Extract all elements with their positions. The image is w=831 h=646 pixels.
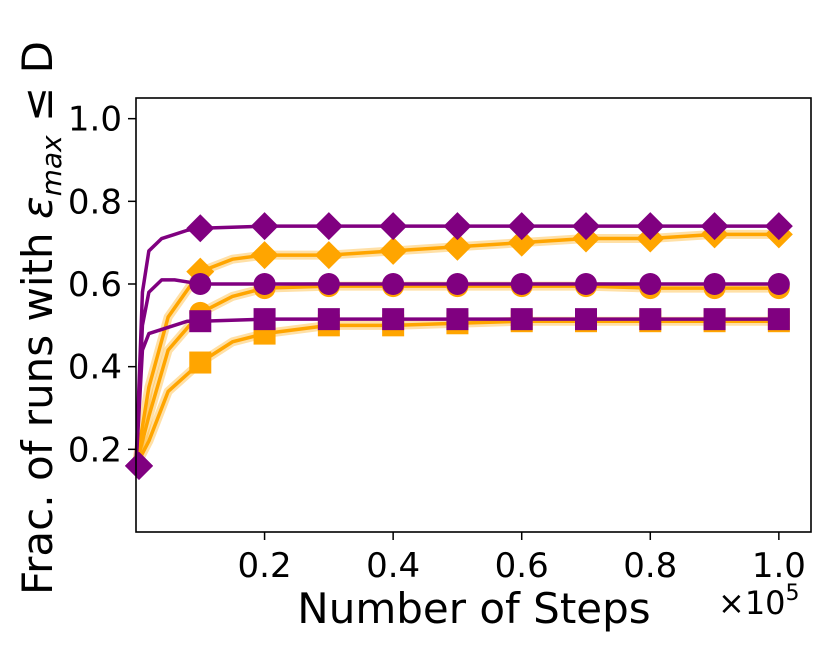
series-line: [134, 317, 779, 466]
y-tick-label: 1.0: [68, 100, 122, 140]
y-tick-label: 0.8: [68, 182, 122, 222]
x-tick-label: 0.8: [623, 546, 677, 586]
series-marker: [250, 212, 279, 241]
series-band: [131, 229, 779, 467]
ticks-layer: 0.2 0.4 0.6 0.8 1.0 0.2 0.4 0.6 0.8 1.0: [68, 100, 806, 586]
y-tick-label: 0.2: [68, 430, 122, 470]
series-layer: [125, 212, 793, 480]
y-axis-title-epsilon: ε: [13, 196, 62, 219]
series-marker: [764, 212, 793, 241]
x-axis-multiplier: ×105: [718, 581, 800, 622]
series-marker: [317, 273, 340, 295]
series-marker: [700, 212, 729, 241]
x-tick-label: 0.2: [238, 546, 292, 586]
x-tick-label: 1.0: [752, 546, 806, 586]
series-marker: [639, 308, 662, 331]
series-marker: [703, 273, 726, 295]
series-line: [134, 232, 779, 467]
series-marker: [253, 273, 276, 295]
series-1: [131, 275, 790, 467]
series-marker: [443, 232, 472, 261]
series-marker: [636, 212, 665, 241]
series-marker: [572, 212, 600, 241]
series-marker: [703, 308, 726, 331]
series-marker: [767, 273, 790, 295]
plot-frame: [135, 97, 812, 533]
series-line: [134, 319, 779, 467]
x-tick-label: 0.6: [495, 546, 549, 586]
y-tick-label: 0.4: [68, 348, 122, 388]
x-multiplier-base: ×10: [718, 584, 786, 622]
series-marker: [253, 308, 276, 331]
series-marker: [507, 228, 536, 257]
series-marker: [443, 212, 472, 241]
series-line: [134, 224, 779, 466]
y-tick-label: 0.6: [68, 265, 122, 305]
series-marker: [189, 310, 212, 333]
series-marker: [189, 351, 212, 374]
series-marker: [189, 273, 212, 295]
x-axis-title: Number of Steps: [297, 584, 650, 633]
y-axis-title-prefix: Frac. of runs with: [13, 219, 62, 595]
series-marker: [250, 241, 279, 270]
series-marker: [639, 273, 662, 295]
series-marker: [510, 308, 533, 331]
series-marker: [446, 273, 469, 295]
series-marker: [314, 212, 343, 241]
series-marker: [382, 308, 405, 331]
y-axis-title-suffix: ≤ D: [13, 41, 62, 135]
series-start-marker: [125, 451, 153, 480]
series-marker: [382, 273, 405, 295]
series-5: [125, 308, 790, 480]
series-2: [132, 310, 790, 468]
series-marker: [314, 241, 343, 270]
x-multiplier-exponent: 5: [786, 581, 800, 606]
series-line: [134, 278, 779, 466]
series-marker: [767, 308, 790, 331]
y-axis-title-subscript: max: [35, 135, 68, 196]
series-marker: [446, 308, 469, 331]
series-marker: [317, 308, 340, 331]
series-marker: [575, 273, 597, 295]
series-marker: [186, 214, 215, 243]
y-axis-title: Frac. of runs with εmax ≤ D: [13, 41, 68, 595]
series-marker: [510, 273, 533, 295]
series-marker: [379, 212, 408, 241]
series-marker: [379, 236, 408, 265]
x-tick-label: 0.4: [366, 546, 420, 586]
series-marker: [507, 212, 536, 241]
series-marker: [575, 308, 597, 331]
